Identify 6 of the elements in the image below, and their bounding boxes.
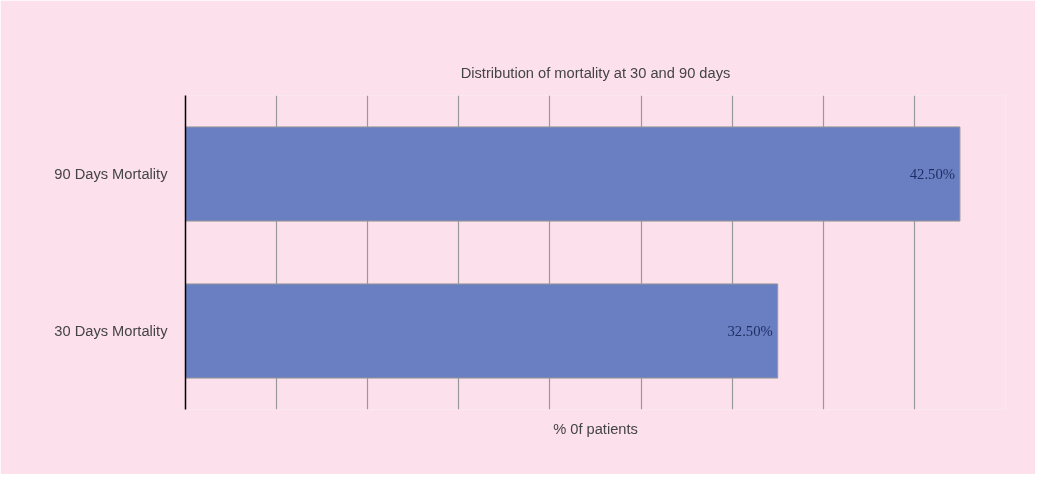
- data-label: 42.50%: [909, 166, 955, 182]
- y-tick-label: 30 Days Mortality: [54, 323, 169, 339]
- chart-title: Distribution of mortality at 30 and 90 days: [460, 64, 731, 81]
- y-tick-label: 90 Days Mortality: [54, 166, 169, 182]
- x-axis-title: % 0f patients: [553, 420, 638, 437]
- data-label: 32.50%: [727, 323, 773, 339]
